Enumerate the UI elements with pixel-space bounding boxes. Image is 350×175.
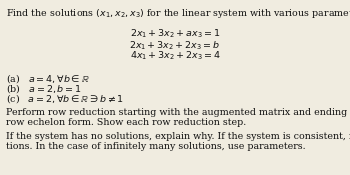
Text: (a)   $a = 4, \forall b \in \mathbb{R}$: (a) $a = 4, \forall b \in \mathbb{R}$: [6, 72, 90, 85]
Text: (b)   $a = 2, b = 1$: (b) $a = 2, b = 1$: [6, 82, 82, 95]
Text: Perform row reduction starting with the augmented matrix and ending with reduced: Perform row reduction starting with the …: [6, 108, 350, 117]
Text: Find the solutions $(x_1, x_2, x_3)$ for the linear system with various paramete: Find the solutions $(x_1, x_2, x_3)$ for…: [6, 7, 350, 20]
Text: $4x_1 + 3x_2 + 2x_3 = 4$: $4x_1 + 3x_2 + 2x_3 = 4$: [130, 50, 220, 62]
Text: tions. In the case of infinitely many solutions, use parameters.: tions. In the case of infinitely many so…: [6, 142, 306, 151]
Text: $2x_1 + 3x_2 + ax_3 = 1$: $2x_1 + 3x_2 + ax_3 = 1$: [130, 28, 220, 40]
Text: (c)   $a = 2, \forall b \in \mathbb{R} \ni b \neq 1$: (c) $a = 2, \forall b \in \mathbb{R} \ni…: [6, 92, 124, 105]
Text: $2x_1 + 3x_2 + 2x_3 = b$: $2x_1 + 3x_2 + 2x_3 = b$: [130, 39, 220, 51]
Text: If the system has no solutions, explain why. If the system is consistent, find a: If the system has no solutions, explain …: [6, 132, 350, 141]
Text: row echelon form. Show each row reduction step.: row echelon form. Show each row reductio…: [6, 118, 246, 127]
